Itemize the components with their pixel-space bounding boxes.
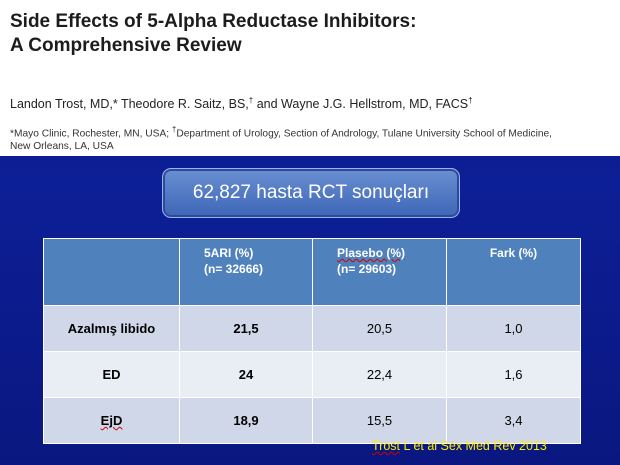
paper-title-line2: A Comprehensive Review: [10, 35, 242, 56]
citation: Trost L et al Sex Med Rev 2013: [372, 439, 547, 453]
table-row: Azalmış libido 21,5 20,5 1,0: [43, 305, 581, 352]
table-header-row: 5ARI (%) (n= 32666) Plasebo (%) (n= 2960…: [43, 238, 581, 306]
cell-placebo: 22,4: [312, 351, 447, 398]
banner-text: 62,827 hasta RCT sonuçları: [192, 182, 430, 203]
row-label-text: EjD: [100, 413, 123, 428]
authors-part2: and Wayne J.G. Hellstrom, MD, FACS: [253, 97, 469, 112]
side-effects-table: 5ARI (%) (n= 32666) Plasebo (%) (n= 2960…: [43, 238, 581, 444]
authors-sup1: †: [248, 96, 254, 105]
header-diff: Fark (%): [446, 238, 581, 306]
cell-diff: 1,6: [446, 351, 581, 398]
patient-count-banner: 62,827 hasta RCT sonuçları: [162, 168, 460, 218]
header-5ari: 5ARI (%) (n= 32666): [179, 238, 313, 306]
affil-line2: New Orleans, LA, USA: [10, 141, 114, 153]
cell-placebo: 15,5: [312, 397, 447, 444]
header-placebo-line1: Plasebo (%): [337, 246, 406, 260]
cell-5ari: 18,9: [179, 397, 313, 444]
header-diff-line1: Fark (%): [489, 246, 538, 260]
row-label: ED: [43, 351, 180, 398]
paper-title: Side Effects of 5-Alpha Reductase Inhibi…: [10, 10, 416, 58]
cell-placebo: 20,5: [312, 305, 447, 352]
affil-sup: †: [171, 125, 177, 134]
affil-part1: *Mayo Clinic, Rochester, MN, USA;: [10, 128, 172, 140]
authors-sup2: †: [468, 96, 473, 105]
cell-diff: 3,4: [446, 397, 581, 444]
header-placebo: Plasebo (%) (n= 29603): [312, 238, 447, 306]
affil-part2: Department of Urology, Section of Androl…: [176, 128, 552, 140]
cell-5ari: 24: [179, 351, 313, 398]
paper-title-line1: Side Effects of 5-Alpha Reductase Inhibi…: [10, 11, 417, 32]
header-empty: [43, 238, 180, 306]
table-row: EjD 18,9 15,5 3,4: [43, 397, 581, 444]
paper-authors: Landon Trost, MD,* Theodore R. Saitz, BS…: [10, 96, 473, 111]
header-5ari-line2: (n= 32666): [204, 262, 264, 276]
table-row: ED 24 22,4 1,6: [43, 351, 581, 398]
cell-5ari: 21,5: [179, 305, 313, 352]
header-placebo-line2: (n= 29603): [337, 262, 397, 276]
cell-diff: 1,0: [446, 305, 581, 352]
side-effects-table-container: 5ARI (%) (n= 32666) Plasebo (%) (n= 2960…: [43, 238, 581, 444]
citation-author: Trost: [372, 439, 401, 453]
row-label: EjD: [43, 397, 180, 444]
header-5ari-line1: 5ARI (%): [204, 246, 254, 260]
paper-header: Side Effects of 5-Alpha Reductase Inhibi…: [0, 0, 620, 156]
row-label: Azalmış libido: [43, 305, 180, 352]
paper-affiliations: *Mayo Clinic, Rochester, MN, USA; †Depar…: [10, 123, 610, 153]
citation-rest: L et al Sex Med Rev 2013: [400, 439, 547, 453]
authors-part1: Landon Trost, MD,* Theodore R. Saitz, BS…: [10, 97, 249, 112]
